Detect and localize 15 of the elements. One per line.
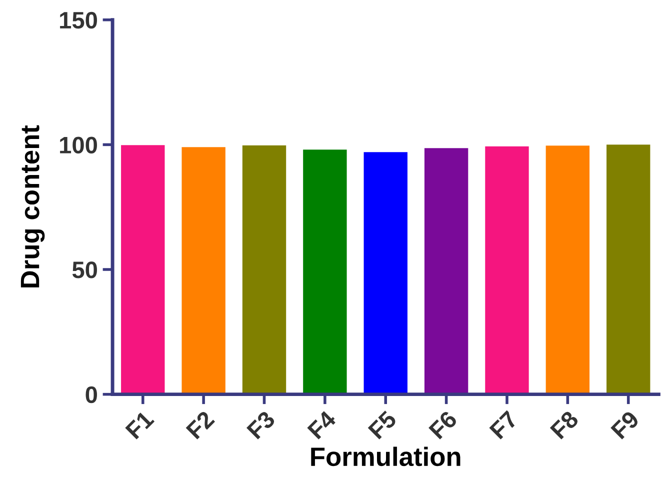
y-axis-title: Drug content: [20, 125, 45, 288]
x-tick-label: F3: [246, 410, 276, 440]
x-tick-label: F7: [489, 410, 518, 440]
y-tick-label: 150: [60, 12, 97, 29]
x-tick-label: F8: [550, 410, 580, 440]
y-tick-label: 0: [86, 386, 97, 404]
x-tick-label: F6: [428, 410, 458, 440]
x-tick-label: F5: [368, 410, 398, 440]
y-tick-label: 50: [72, 262, 97, 278]
y-tick-label: 100: [60, 136, 97, 154]
x-axis-title: Formulation: [311, 446, 460, 466]
x-tick-label: F2: [186, 410, 215, 440]
x-tick-label: F1: [125, 410, 155, 440]
x-tick-label: F9: [610, 410, 640, 440]
x-tick-label: F4: [307, 410, 337, 440]
